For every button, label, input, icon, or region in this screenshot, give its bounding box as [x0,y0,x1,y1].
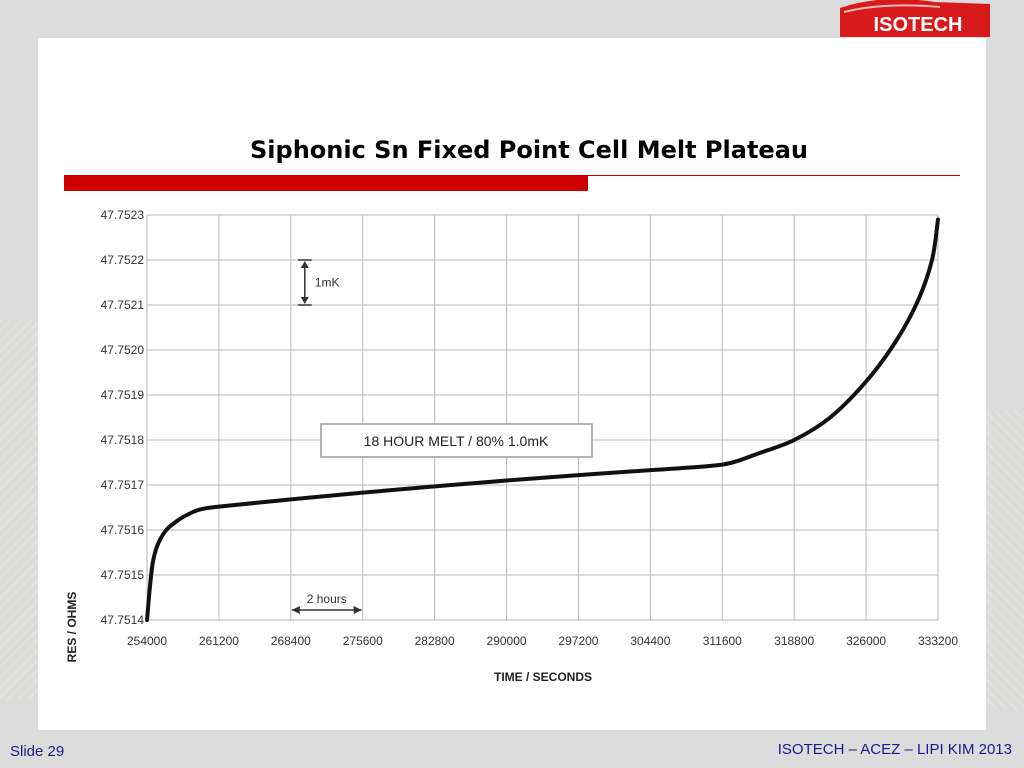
y-tick-label: 47.7522 [101,253,145,267]
y-tick-label: 47.7519 [101,388,145,402]
y-tick-label: 47.7521 [101,298,145,312]
logo-text: ISOTECH [874,14,963,36]
y-tick-label: 47.7516 [101,523,145,537]
x-tick-label: 261200 [199,634,239,648]
footer-text: ISOTECH – ACEZ – LIPI KIM 2013 [777,741,1012,758]
slide-number: Slide 29 [10,743,65,760]
x-tick-label: 297200 [558,634,598,648]
two-hours-arrowhead-left [291,606,300,614]
melt-summary-box [320,423,593,458]
y-tick-label: 47.7520 [101,343,145,357]
two-hours-label: 2 hours [307,592,347,606]
y-tick-label: 47.7523 [101,208,145,222]
x-tick-label: 275600 [343,634,383,648]
y-tick-label: 47.7514 [101,613,145,627]
x-tick-label: 290000 [487,634,527,648]
one-mk-arrowhead-down [300,297,309,304]
chart-grid [146,214,939,621]
y-tick-label: 47.7517 [101,478,145,492]
chart-tick-labels: 254000 261200 268400 275600 282800 290000 2972… [101,208,959,648]
x-tick-label: 304400 [630,634,670,648]
chart-series [145,217,940,622]
melt-curve-line [145,217,940,622]
x-tick-label: 318800 [774,634,814,648]
x-tick-label: 311600 [703,634,742,648]
title-accent-bar [64,175,588,191]
isotech-logo: ISOTECH [840,0,990,37]
one-mk-arrowhead-up [300,261,309,268]
decorative-stripes-right [986,410,1024,710]
title-accent-line [588,175,960,176]
x-tick-label: 333200 [918,634,958,648]
decorative-stripes-left [0,320,38,700]
melt-summary-label: 18 HOUR MELT / 80% 1.0mK [364,433,549,449]
melt-plateau-chart: 254000 261200 268400 275600 282800 290000 2972… [65,208,959,684]
slide-canvas [38,38,986,730]
x-axis-label: TIME / SECONDS [494,670,592,684]
one-mk-label: 1mK [315,276,340,290]
two-hours-arrowhead-right [353,606,362,614]
slide-title: Siphonic Sn Fixed Point Cell Melt Platea… [250,136,808,164]
x-tick-label: 282800 [415,634,455,648]
chart-annotations: 1mK 2 hours 18 HOUR MELT / 80% 1.0mK [291,259,593,614]
x-tick-label: 254000 [127,634,167,648]
y-tick-label: 47.7515 [101,568,145,582]
x-tick-label: 268400 [271,634,311,648]
y-axis-label: RES / OHMS [65,592,79,663]
x-tick-label: 326000 [846,634,886,648]
y-tick-label: 47.7518 [101,433,145,447]
